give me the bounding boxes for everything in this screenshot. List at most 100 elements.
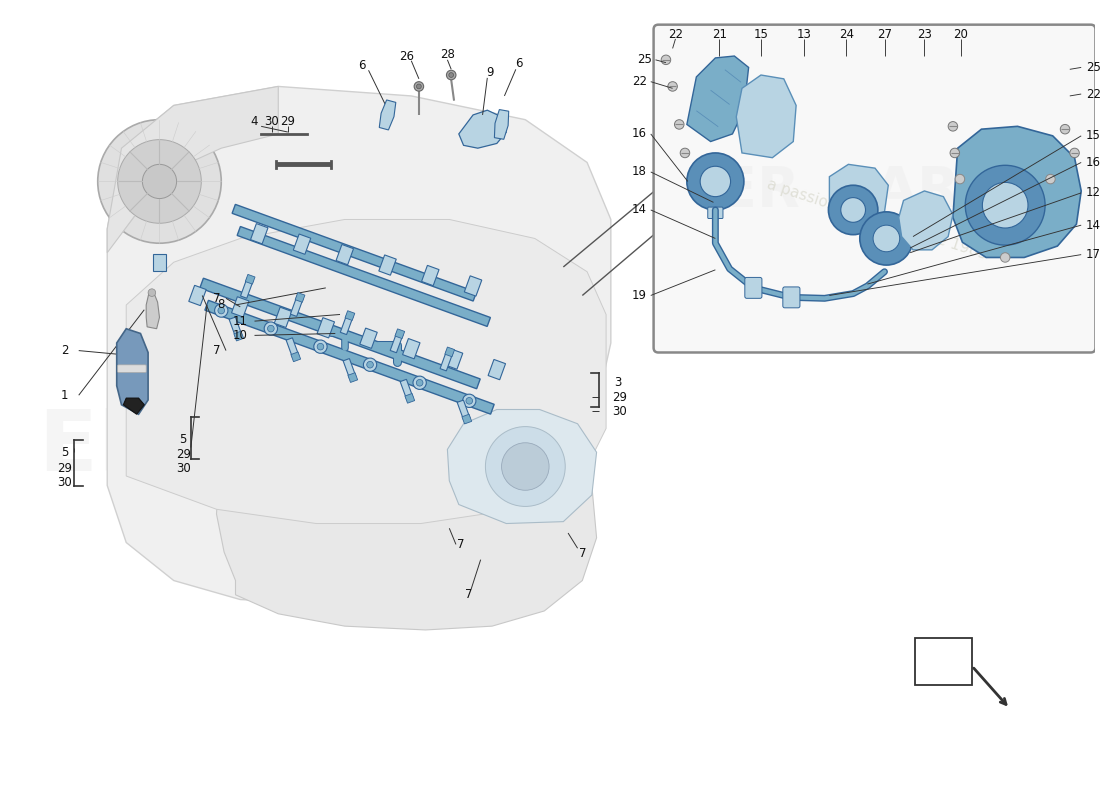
Circle shape	[860, 212, 913, 265]
Polygon shape	[317, 318, 334, 338]
Polygon shape	[217, 392, 596, 630]
Polygon shape	[400, 379, 412, 399]
FancyBboxPatch shape	[118, 365, 146, 373]
Polygon shape	[395, 329, 405, 338]
Text: 29: 29	[280, 115, 295, 128]
Circle shape	[314, 340, 327, 354]
Text: 30: 30	[57, 476, 72, 489]
Polygon shape	[829, 164, 889, 225]
Polygon shape	[444, 347, 454, 357]
Text: 13: 13	[796, 28, 811, 41]
Text: ER PARTS: ER PARTS	[39, 406, 498, 489]
Circle shape	[873, 225, 900, 252]
Circle shape	[148, 289, 156, 297]
Circle shape	[1070, 148, 1079, 158]
Circle shape	[317, 343, 323, 350]
Circle shape	[674, 120, 684, 129]
Text: 3: 3	[614, 376, 622, 390]
Polygon shape	[343, 358, 356, 378]
Text: 14: 14	[631, 203, 647, 217]
Polygon shape	[290, 352, 300, 362]
Circle shape	[1046, 174, 1055, 184]
Polygon shape	[229, 317, 242, 338]
Polygon shape	[251, 223, 268, 244]
Circle shape	[982, 182, 1028, 228]
Polygon shape	[348, 373, 358, 382]
Text: 21: 21	[712, 28, 727, 41]
Circle shape	[414, 82, 424, 91]
Circle shape	[267, 326, 274, 332]
Circle shape	[98, 120, 221, 243]
Polygon shape	[405, 394, 415, 403]
Polygon shape	[241, 278, 253, 298]
Text: 29: 29	[612, 390, 627, 404]
Polygon shape	[440, 350, 453, 371]
Text: 26: 26	[399, 50, 414, 62]
Polygon shape	[464, 276, 482, 296]
Polygon shape	[494, 110, 508, 139]
Text: 7: 7	[464, 588, 472, 602]
Text: 16: 16	[631, 127, 647, 141]
Polygon shape	[117, 329, 148, 414]
Circle shape	[264, 322, 277, 335]
FancyBboxPatch shape	[915, 638, 972, 685]
Text: 27: 27	[877, 28, 892, 41]
Circle shape	[680, 148, 690, 158]
Text: 17: 17	[1086, 248, 1100, 261]
Text: 11: 11	[233, 314, 248, 328]
Text: 12: 12	[1086, 186, 1100, 199]
Polygon shape	[107, 86, 611, 604]
Text: 29: 29	[57, 462, 72, 475]
Text: 15: 15	[1086, 130, 1100, 142]
Polygon shape	[340, 314, 353, 334]
Polygon shape	[294, 234, 310, 254]
Text: 19: 19	[631, 289, 647, 302]
Text: 20: 20	[953, 28, 968, 41]
Polygon shape	[146, 293, 160, 329]
FancyBboxPatch shape	[745, 278, 762, 298]
Text: 15: 15	[754, 28, 769, 41]
Text: a passion for parts since 1985: a passion for parts since 1985	[764, 177, 989, 262]
Text: 1: 1	[60, 389, 68, 402]
Polygon shape	[245, 274, 255, 284]
Polygon shape	[736, 75, 796, 158]
Text: 5: 5	[179, 434, 187, 446]
Text: 2: 2	[60, 344, 68, 357]
Text: 6: 6	[359, 59, 365, 72]
Polygon shape	[360, 328, 377, 348]
Polygon shape	[274, 307, 292, 327]
Polygon shape	[421, 266, 439, 286]
Text: 24: 24	[839, 28, 854, 41]
Polygon shape	[290, 296, 304, 317]
Text: a passion for parts since 1985: a passion for parts since 1985	[204, 454, 486, 574]
FancyBboxPatch shape	[783, 287, 800, 308]
Text: 16: 16	[1086, 156, 1100, 169]
Text: 22: 22	[631, 75, 647, 88]
Circle shape	[447, 70, 456, 80]
Circle shape	[840, 198, 866, 222]
Circle shape	[449, 73, 453, 78]
Circle shape	[463, 394, 476, 407]
Text: 22: 22	[668, 28, 683, 41]
Polygon shape	[488, 359, 506, 380]
Circle shape	[363, 358, 376, 371]
Text: 25: 25	[637, 54, 651, 66]
Circle shape	[966, 166, 1045, 245]
Polygon shape	[378, 255, 396, 275]
Polygon shape	[238, 226, 491, 326]
Circle shape	[485, 426, 565, 506]
Circle shape	[214, 304, 228, 318]
Polygon shape	[337, 245, 353, 265]
Polygon shape	[458, 400, 470, 420]
Polygon shape	[107, 86, 278, 253]
Polygon shape	[462, 414, 472, 424]
Text: 5: 5	[60, 446, 68, 458]
Circle shape	[686, 153, 744, 210]
Text: 8: 8	[218, 298, 224, 311]
Polygon shape	[686, 56, 749, 142]
Text: 9: 9	[486, 66, 494, 78]
Text: 29: 29	[176, 448, 190, 461]
Circle shape	[142, 164, 177, 198]
Polygon shape	[379, 100, 396, 130]
Text: 7: 7	[456, 538, 464, 551]
